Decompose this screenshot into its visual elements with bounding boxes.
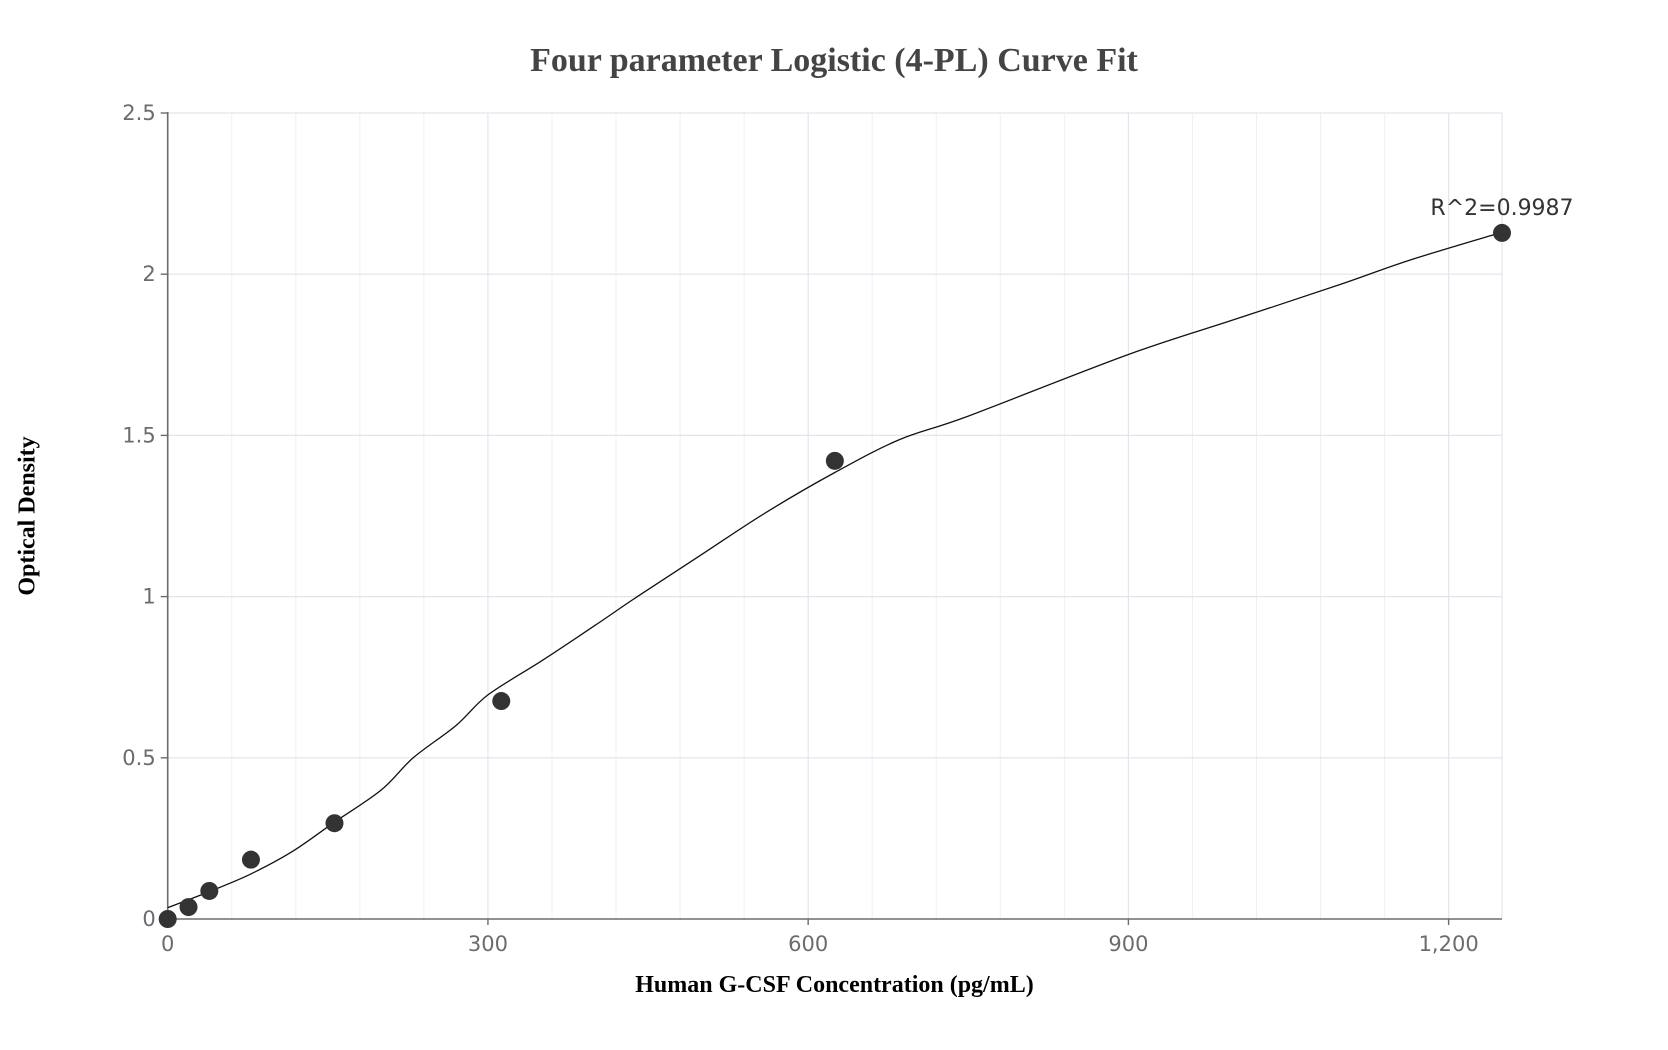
y-tick-label: 1: [142, 585, 155, 609]
data-point: [1493, 223, 1511, 242]
data-point: [325, 814, 344, 833]
r-squared-annotation: R^2=0.9987: [1430, 196, 1573, 221]
x-tick-label: 0: [161, 932, 174, 956]
fit-curve: [167, 231, 1503, 909]
chart-title: Four parameter Logistic (4-PL) Curve Fit: [530, 42, 1138, 79]
y-axis-title: Optical Density: [14, 436, 41, 596]
axes: [166, 112, 1502, 920]
x-axis-ticks: 0 300 600 900 1,200: [161, 919, 1479, 956]
data-point: [825, 451, 844, 470]
data-point: [241, 850, 260, 869]
y-tick-label: 2.5: [122, 101, 155, 125]
minor-gridlines: [231, 113, 1386, 919]
data-point: [200, 881, 219, 900]
data-point: [179, 898, 198, 917]
x-tick-label: 900: [1108, 932, 1148, 956]
data-points: [158, 223, 1511, 928]
x-tick-label: 1,200: [1419, 932, 1479, 956]
x-tick-label: 300: [468, 932, 508, 956]
data-point: [492, 692, 511, 711]
y-tick-label: 0: [142, 907, 155, 931]
x-axis-title: Human G-CSF Concentration (pg/mL): [635, 972, 1034, 998]
y-tick-label: 2: [142, 262, 155, 286]
major-gridlines: [167, 112, 1503, 919]
y-axis-ticks: 0 0.5 1 1.5 2 2.5: [122, 101, 168, 931]
y-tick-label: 1.5: [122, 423, 155, 447]
x-tick-label: 600: [788, 932, 828, 956]
y-tick-label: 0.5: [122, 746, 155, 770]
data-point: [158, 910, 177, 928]
